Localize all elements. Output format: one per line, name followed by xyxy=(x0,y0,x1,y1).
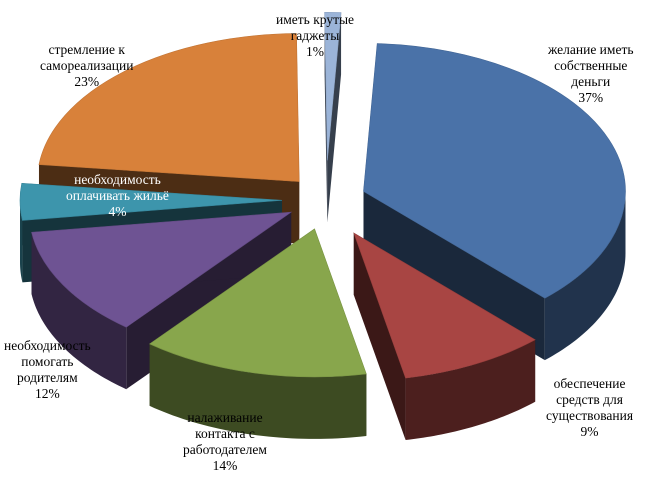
slice-label-self-realization: стремление к самореализации 23% xyxy=(40,42,134,89)
slice-label-living-means: обеспечение средств для существования 9% xyxy=(546,376,634,439)
pie-slice-help-parents xyxy=(31,211,293,390)
slice-label-pay-housing: необходимость оплачивать жильё 4% xyxy=(66,172,169,219)
pie-slice-living-means xyxy=(353,232,536,441)
slice-label-help-parents: необходимость помогать родителям 12% xyxy=(4,338,91,401)
pie-slice-employer-contact xyxy=(149,228,367,439)
slice-label-employer-contact: налаживание контакта с работодателем 14% xyxy=(183,410,267,473)
slice-label-own-money: желание иметь собственные деньги 37% xyxy=(548,42,634,105)
pie-slice-own-money xyxy=(363,43,626,361)
slice-label-gadgets: иметь крутые гаджеты 1% xyxy=(276,12,355,59)
pie-slice-gadgets xyxy=(324,12,342,223)
